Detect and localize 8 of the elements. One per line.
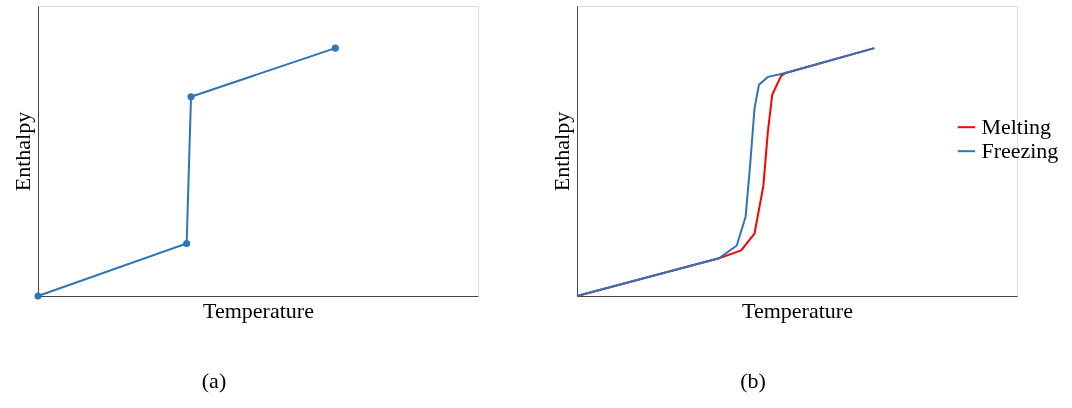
y-axis-title: Enthalpy [548,111,574,192]
text: (a) [201,368,227,393]
y-axis-title: Enthalpy [9,111,35,192]
text: (b) [740,368,766,393]
x-axis-title: Temperature [742,297,853,323]
legend-label: Freezing [981,138,1059,164]
legend-label: Melting [981,114,1052,140]
x-axis-title: Temperature [203,297,314,323]
